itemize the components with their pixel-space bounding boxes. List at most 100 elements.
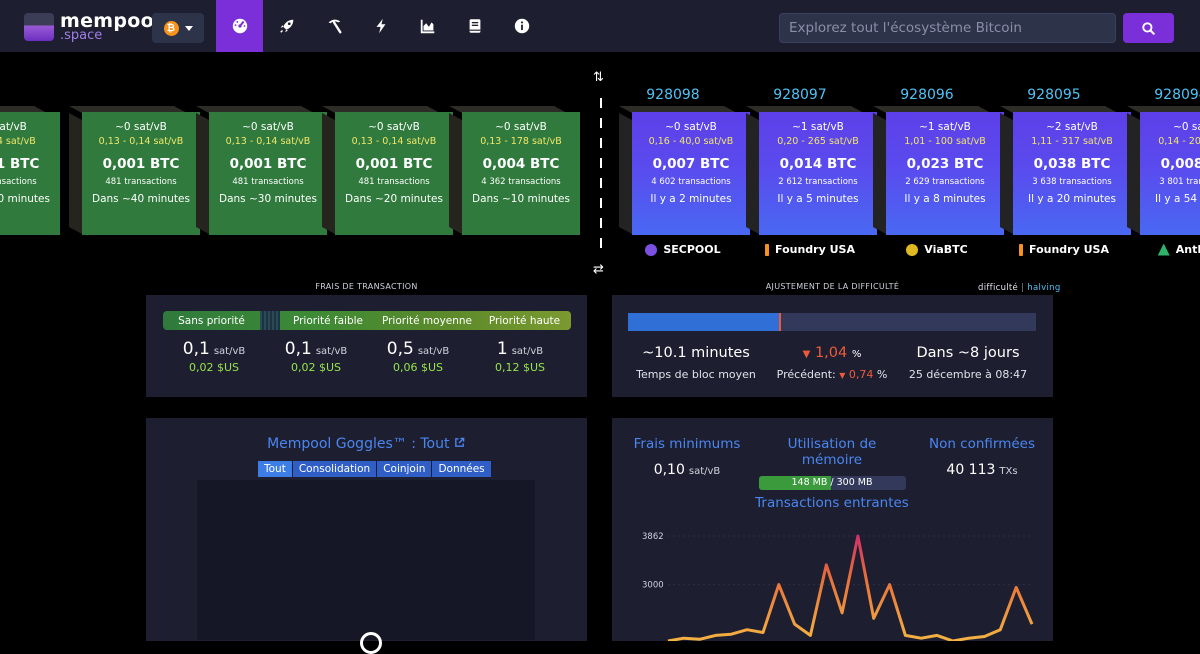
avg-block-time-label: Temps de bloc moyen (628, 368, 764, 381)
miner-pool-link[interactable]: Foundry USA (751, 243, 869, 256)
nav-about[interactable] (498, 0, 545, 52)
confirmed-block[interactable]: ~0 sat/vB 0,16 - 40,0 sat/vB 0,007 BTC 4… (632, 112, 750, 235)
block-fee-range: 0,13 - 0,14 sat/vB (82, 136, 200, 147)
tab-consolidation[interactable]: Consolidation (293, 461, 376, 477)
info-icon (513, 17, 531, 35)
chart-icon (419, 17, 437, 35)
block-fee-range: 1,11 - 317 sat/vB (1013, 136, 1131, 147)
block-tx-count: 3 638 transactions (1013, 177, 1131, 187)
block-age: Il y a 2 minutes (632, 193, 750, 205)
block-height-link[interactable]: 928098 (614, 87, 732, 103)
block-fee: ~0 sat/vB (462, 121, 580, 133)
nav-dashboard[interactable] (216, 0, 263, 52)
pool-logo-icon (1019, 244, 1023, 256)
external-link-icon (454, 437, 465, 448)
block-tx-count: 481 transactions (335, 177, 453, 187)
fee-rate: 1 (497, 339, 508, 359)
fee-label-medium: Priorité moyenne (376, 315, 478, 327)
mempool-block[interactable]: ~0 sat/vB 0,13 - 0,14 sat/vB 0,001 BTC 4… (209, 112, 327, 235)
block-height-link[interactable]: 928097 (741, 87, 859, 103)
avg-block-time: ~10.1 minutes Temps de bloc moyen (628, 345, 764, 381)
unconfirmed-value: 40 113 (946, 462, 995, 478)
pool-logo-icon (906, 244, 918, 256)
difficulty-progress-marker (779, 313, 781, 331)
network-selector-button[interactable]: ₿ (152, 13, 204, 43)
fee-usd: 0,02 $US (265, 361, 367, 374)
search-icon (1141, 21, 1156, 36)
mempool-block[interactable]: ~0 sat/vB 0,13 - 178 sat/vB 0,004 BTC 4 … (462, 112, 580, 235)
miner-pool-link[interactable]: AntPool (1132, 243, 1200, 256)
miner-name: ViaBTC (924, 243, 967, 256)
block-tx-count: 3 801 transactions (1140, 177, 1200, 187)
fee-usd: 0,02 $US (163, 361, 265, 374)
confirmed-block[interactable]: ~0 sat/vB 0,14 - 200 sat/vB 0,008 BTC 3 … (1140, 112, 1200, 235)
block-tx-count: 2 629 transactions (886, 177, 1004, 187)
search-button[interactable] (1123, 13, 1174, 43)
block-size: 0,007 BTC (632, 156, 750, 172)
block-tx-count: 481 transactions (209, 177, 327, 187)
mempool-block[interactable]: ~0 sat/vB 0 - 0,14 sat/vB 0,001 BTC 481 … (0, 112, 60, 235)
nav-docs[interactable] (451, 0, 498, 52)
goggles-panel: Mempool Goggles™ : Tout Tout Consolidati… (146, 418, 587, 641)
mining-icon (325, 17, 343, 35)
nav-graphs[interactable] (404, 0, 451, 52)
min-fee-unit: sat/vB (689, 466, 720, 477)
tab-donnees[interactable]: Données (432, 461, 490, 477)
block-height-link[interactable]: 928096 (868, 87, 986, 103)
block-eta: Dans ~40 minutes (82, 193, 200, 205)
tab-tout[interactable]: Tout (258, 461, 292, 477)
mempool-block[interactable]: ~0 sat/vB 0,13 - 0,14 sat/vB 0,001 BTC 4… (335, 112, 453, 235)
block-eta: Dans ~10 minutes (462, 193, 580, 205)
block-fee-range: 0,13 - 0,14 sat/vB (209, 136, 327, 147)
goggles-filter-tabs: Tout Consolidation Coinjoin Données (258, 461, 492, 477)
fee-rate: 0,1 (183, 339, 210, 359)
miner-pool-link[interactable]: SECPOOL (624, 243, 742, 256)
previous-change-unit: % (877, 368, 887, 381)
swap-arrows-icon[interactable]: ⇅ (593, 70, 604, 85)
nav-lightning[interactable] (357, 0, 404, 52)
halving-link[interactable]: halving (1027, 283, 1060, 293)
nav-accelerator[interactable] (263, 0, 310, 52)
min-fee-value: 0,10 (654, 462, 685, 478)
confirmed-block[interactable]: ~2 sat/vB 1,11 - 317 sat/vB 0,038 BTC 3 … (1013, 112, 1131, 235)
mempool-block[interactable]: ~0 sat/vB 0,13 - 0,14 sat/vB 0,001 BTC 4… (82, 112, 200, 235)
block-tx-count: 4 602 transactions (632, 177, 750, 187)
block-fee-range: 0,13 - 0,14 sat/vB (335, 136, 453, 147)
docs-icon (466, 17, 484, 35)
link-separator: | (1021, 283, 1024, 293)
swap-horizontal-icon[interactable]: ⇄ (593, 262, 604, 277)
confirmed-block[interactable]: ~1 sat/vB 1,01 - 100 sat/vB 0,023 BTC 2 … (886, 112, 1004, 235)
confirmed-block[interactable]: ~1 sat/vB 0,20 - 265 sat/vB 0,014 BTC 2 … (759, 112, 877, 235)
avg-block-time-value: ~10.1 minutes (628, 345, 764, 361)
goggles-visualization[interactable] (197, 480, 535, 640)
block-tx-count: 2 612 transactions (759, 177, 877, 187)
difficulty-links: difficulté | halving (978, 283, 1061, 293)
memory-usage-value: 148 MB / 300 MB (792, 477, 873, 488)
block-height-link[interactable]: 928095 (995, 87, 1113, 103)
min-fee-label: Frais minimums (624, 436, 750, 452)
search-input[interactable] (779, 13, 1116, 43)
mempool-logo[interactable]: mempool .space (24, 12, 161, 42)
pool-logo-icon (765, 244, 769, 256)
block-fee: ~0 sat/vB (0, 121, 60, 133)
fee-usd: 0,06 $US (367, 361, 469, 374)
pool-logo-icon (1158, 244, 1170, 256)
tab-coinjoin[interactable]: Coinjoin (377, 461, 431, 477)
nav-mining[interactable] (310, 0, 357, 52)
difficulty-change: ▼ 1,04 % Précédent: ▼ 0,74 % (764, 345, 900, 381)
miner-pool-link[interactable]: ViaBTC (878, 243, 996, 256)
pool-logo-icon (645, 244, 657, 256)
block-fee: ~1 sat/vB (759, 121, 877, 133)
block-height-link[interactable]: 928094 (1122, 87, 1200, 103)
difficulty-link[interactable]: difficulté (978, 283, 1018, 293)
down-arrow-icon: ▼ (803, 349, 811, 360)
miner-pool-link[interactable]: Foundry USA (1005, 243, 1123, 256)
block-fee-range: 0,16 - 40,0 sat/vB (632, 136, 750, 147)
goggles-title-link[interactable]: Mempool Goggles™ : Tout (146, 436, 586, 452)
block-size: 0,023 BTC (886, 156, 1004, 172)
block-fee: ~0 sat/vB (335, 121, 453, 133)
top-navbar: mempool .space ₿ (0, 0, 1200, 52)
